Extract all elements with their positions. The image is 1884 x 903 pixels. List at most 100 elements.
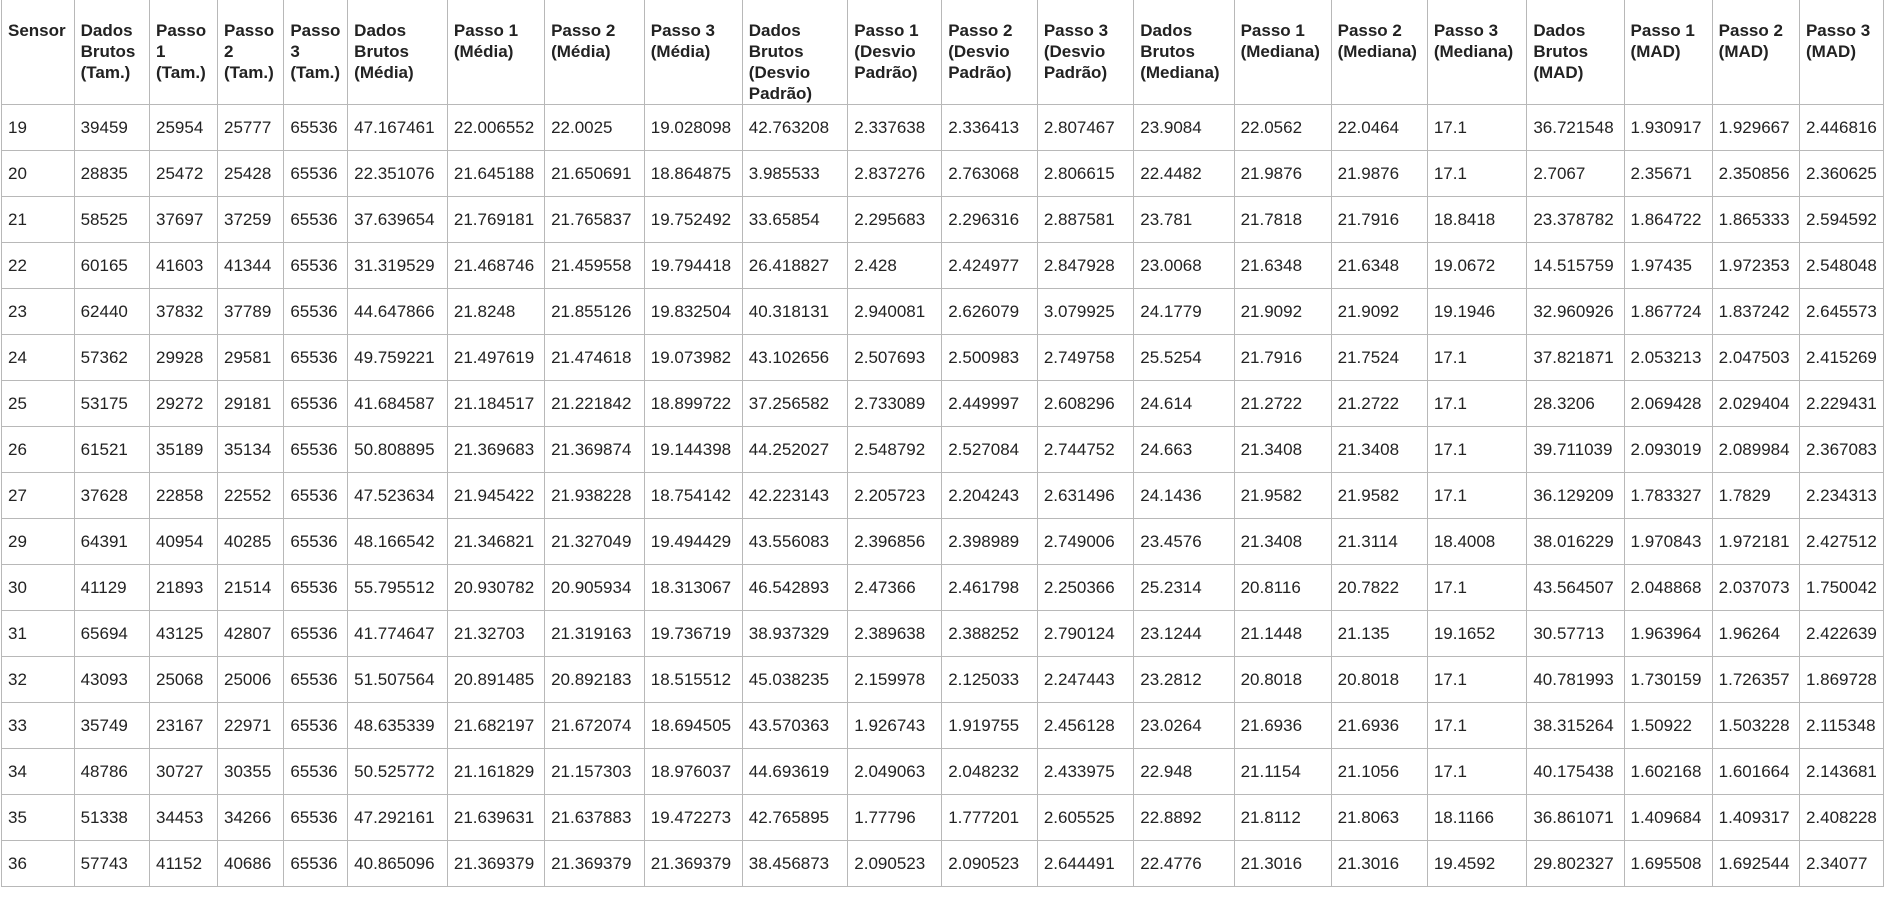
table-cell: 24.1779 xyxy=(1133,288,1235,335)
table-cell: 21.7916 xyxy=(1330,196,1428,243)
table-cell: 39459 xyxy=(73,104,151,151)
table-cell: 34453 xyxy=(149,794,218,841)
table-cell: 43093 xyxy=(73,656,151,703)
table-cell: 2.229431 xyxy=(1798,380,1884,427)
column-header: Passo 2 (Desvio Padrão) xyxy=(941,0,1038,105)
table-cell: 40285 xyxy=(216,518,285,565)
table-cell: 42807 xyxy=(216,610,285,657)
table-cell: 57362 xyxy=(73,334,151,381)
sensor-id-cell: 19 xyxy=(1,104,75,151)
table-cell: 43.102656 xyxy=(741,334,849,381)
table-cell: 1.837242 xyxy=(1711,288,1800,335)
table-cell: 21.9092 xyxy=(1330,288,1428,335)
table-cell: 44.693619 xyxy=(741,748,849,795)
table-cell: 35749 xyxy=(73,702,151,749)
table-cell: 18.313067 xyxy=(643,564,743,611)
table-cell: 21.1056 xyxy=(1330,748,1428,795)
table-cell: 2.744752 xyxy=(1036,426,1135,473)
table-row: 25 53175 29272 29181 65536 41.684587 21.184517… xyxy=(1,380,1884,427)
table-cell: 37.821871 xyxy=(1526,334,1625,381)
column-header: Passo 1 (Mediana) xyxy=(1233,0,1332,105)
column-header: Dados Brutos (Desvio Padrão) xyxy=(741,0,849,105)
table-cell: 49.759221 xyxy=(347,334,448,381)
table-row: 29 64391 40954 40285 65536 48.166542 21.346821… xyxy=(1,518,1884,565)
table-cell: 2.388252 xyxy=(941,610,1038,657)
sensor-id-cell: 34 xyxy=(1,748,75,795)
table-cell: 19.028098 xyxy=(643,104,743,151)
table-cell: 2.449997 xyxy=(941,380,1038,427)
table-cell: 2.608296 xyxy=(1036,380,1135,427)
table-cell: 20.7822 xyxy=(1330,564,1428,611)
table-cell: 22.948 xyxy=(1133,748,1235,795)
table-cell: 3.079925 xyxy=(1036,288,1135,335)
column-header: Passo 3 (Desvio Padrão) xyxy=(1036,0,1135,105)
table-cell: 2.527084 xyxy=(941,426,1038,473)
table-cell: 2.500983 xyxy=(941,334,1038,381)
table-cell: 20.8116 xyxy=(1233,564,1332,611)
sensor-id-cell: 36 xyxy=(1,840,75,887)
table-cell: 65536 xyxy=(283,334,349,381)
sensor-id-cell: 23 xyxy=(1,288,75,335)
table-cell: 3.985533 xyxy=(741,150,849,197)
table-cell: 1.970843 xyxy=(1623,518,1713,565)
table-cell: 25.5254 xyxy=(1133,334,1235,381)
table-cell: 2.047503 xyxy=(1711,334,1800,381)
table-cell: 2.029404 xyxy=(1711,380,1800,427)
table-cell: 25428 xyxy=(216,150,285,197)
table-cell: 2.548792 xyxy=(847,426,943,473)
table-row: 23 62440 37832 37789 65536 44.647866 21.8248 21… xyxy=(1,288,1884,335)
table-cell: 2.47366 xyxy=(847,564,943,611)
table-row: 20 28835 25472 25428 65536 22.351076 21.645188… xyxy=(1,150,1884,197)
table-cell: 21.855126 xyxy=(544,288,645,335)
column-header: Passo 2 (Média) xyxy=(544,0,645,105)
table-cell: 2.456128 xyxy=(1036,702,1135,749)
table-cell: 22858 xyxy=(149,472,218,519)
table-cell: 23.4576 xyxy=(1133,518,1235,565)
column-header: Passo 1 (Média) xyxy=(446,0,546,105)
table-cell: 25068 xyxy=(149,656,218,703)
table-cell: 18.754142 xyxy=(643,472,743,519)
table-cell: 40.865096 xyxy=(347,840,448,887)
table-cell: 21.459558 xyxy=(544,242,645,289)
sensor-id-cell: 24 xyxy=(1,334,75,381)
table-cell: 21.6348 xyxy=(1330,242,1428,289)
table-cell: 2.350856 xyxy=(1711,150,1800,197)
table-cell: 2.645573 xyxy=(1798,288,1884,335)
table-cell: 2.069428 xyxy=(1623,380,1713,427)
sensor-id-cell: 33 xyxy=(1,702,75,749)
table-cell: 65536 xyxy=(283,426,349,473)
table-cell: 21.682197 xyxy=(446,702,546,749)
table-cell: 21.2722 xyxy=(1330,380,1428,427)
table-cell: 2.422639 xyxy=(1798,610,1884,657)
table-cell: 18.1166 xyxy=(1426,794,1528,841)
table-cell: 2.35671 xyxy=(1623,150,1713,197)
table-cell: 21.3408 xyxy=(1330,426,1428,473)
sensor-id-cell: 25 xyxy=(1,380,75,427)
table-cell: 22.0025 xyxy=(544,104,645,151)
table-cell: 20.930782 xyxy=(446,564,546,611)
table-cell: 1.602168 xyxy=(1623,748,1713,795)
table-cell: 29272 xyxy=(149,380,218,427)
table-cell: 1.50922 xyxy=(1623,702,1713,749)
table-cell: 21.769181 xyxy=(446,196,546,243)
table-cell: 1.867724 xyxy=(1623,288,1713,335)
table-cell: 48.635339 xyxy=(347,702,448,749)
table-cell: 36.129209 xyxy=(1526,472,1625,519)
table-cell: 2.089984 xyxy=(1711,426,1800,473)
table-cell: 44.252027 xyxy=(741,426,849,473)
table-cell: 2.337638 xyxy=(847,104,943,151)
table-cell: 31.319529 xyxy=(347,242,448,289)
table-cell: 21.1448 xyxy=(1233,610,1332,657)
table-cell: 51338 xyxy=(73,794,151,841)
table-cell: 34266 xyxy=(216,794,285,841)
table-cell: 17.1 xyxy=(1426,334,1528,381)
table-cell: 62440 xyxy=(73,288,151,335)
table-cell: 65536 xyxy=(283,656,349,703)
column-header: Sensor xyxy=(1,0,75,105)
table-cell: 21.9876 xyxy=(1330,150,1428,197)
table-cell: 2.408228 xyxy=(1798,794,1884,841)
table-cell: 23167 xyxy=(149,702,218,749)
table-cell: 21.8063 xyxy=(1330,794,1428,841)
table-cell: 40.781993 xyxy=(1526,656,1625,703)
table-cell: 21.8112 xyxy=(1233,794,1332,841)
